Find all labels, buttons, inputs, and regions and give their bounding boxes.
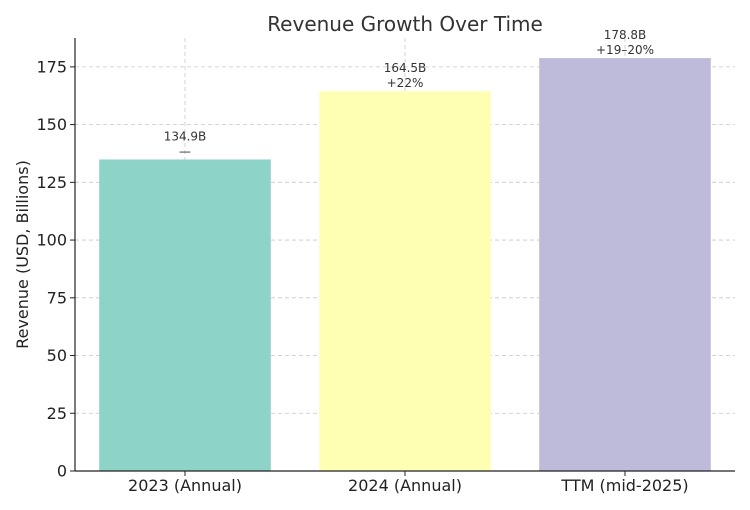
axis-layer: 0 25 50 75 100 125 150 175 2023 (Annual) 2024 (An… [36,38,735,495]
y-axis-label: Revenue (USD, Billions) [13,160,32,349]
y-tick-label: 0 [57,462,67,481]
bar-growth-label: +19–20% [596,43,654,57]
bar-layer: 134.9B— 164.5B+22% 178.8B+19–20% [99,28,711,472]
bar-value-label: 164.5B [384,61,427,75]
x-tick-label: 2024 (Annual) [348,476,462,495]
x-tick-label: TTM (mid-2025) [560,476,688,495]
bar [539,58,711,472]
chart-title: Revenue Growth Over Time [267,12,543,36]
bar-growth-label: — [179,144,191,158]
bar [99,159,271,471]
bar-value-label: 134.9B [164,129,207,143]
bar [319,91,491,471]
y-tick-label: 50 [47,346,67,365]
bar-value-label: 178.8B [604,28,647,42]
y-tick-label: 100 [36,231,67,250]
x-tick-label: 2023 (Annual) [128,476,242,495]
y-tick-label: 75 [47,288,67,307]
y-tick-label: 25 [47,404,67,423]
y-tick-label: 125 [36,173,67,192]
y-tick-label: 150 [36,115,67,134]
y-tick-label: 175 [36,57,67,76]
bar-growth-label: +22% [387,76,424,90]
